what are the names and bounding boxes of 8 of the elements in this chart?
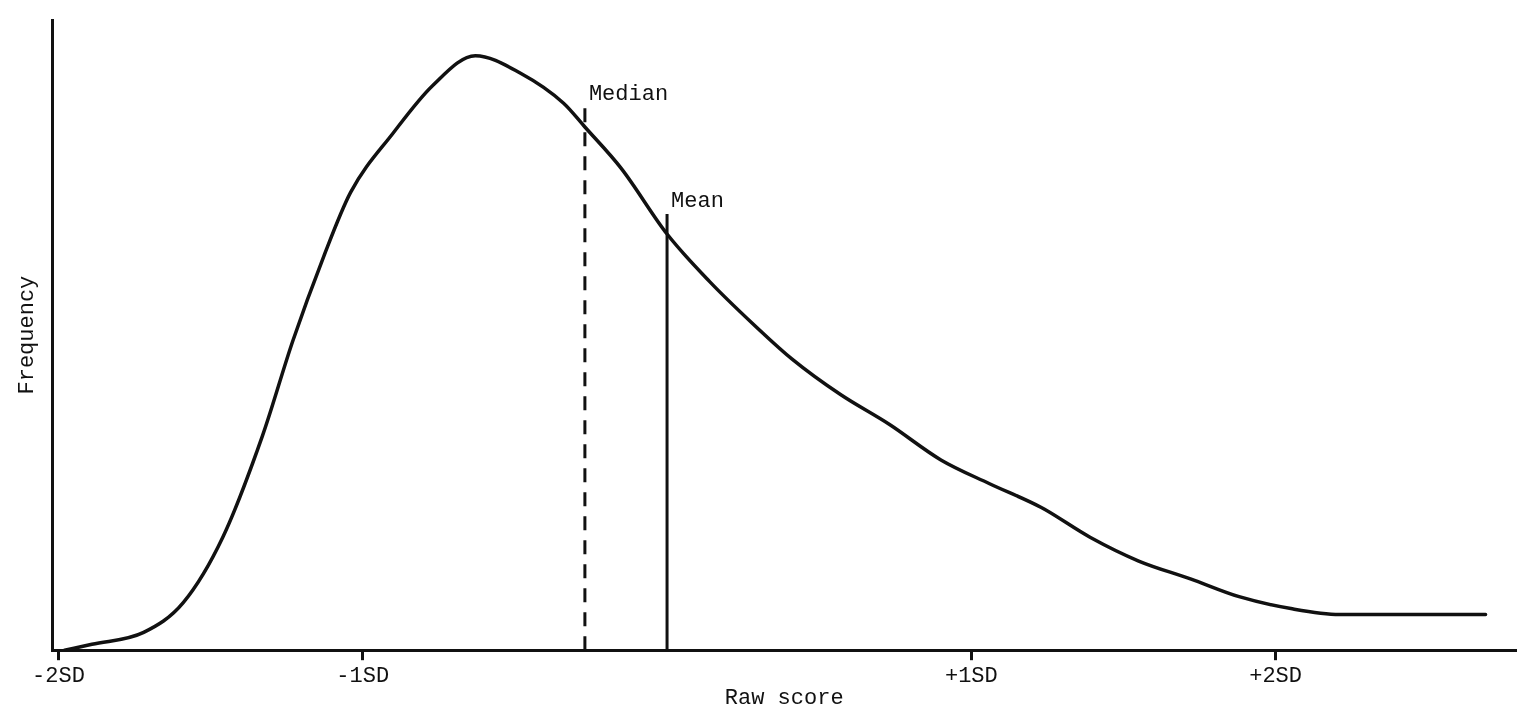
x-tick-label: +2SD (1249, 664, 1303, 690)
x-axis-title: Raw score (724, 685, 844, 711)
ref-line-label: Mean (671, 188, 724, 214)
x-tick-label: -2SD (32, 664, 85, 690)
ref-line-label: Median (588, 81, 669, 107)
x-tick-label: +1SD (944, 664, 998, 690)
y-axis-title: Frequency (15, 275, 41, 395)
x-tick-label: -1SD (336, 664, 390, 690)
